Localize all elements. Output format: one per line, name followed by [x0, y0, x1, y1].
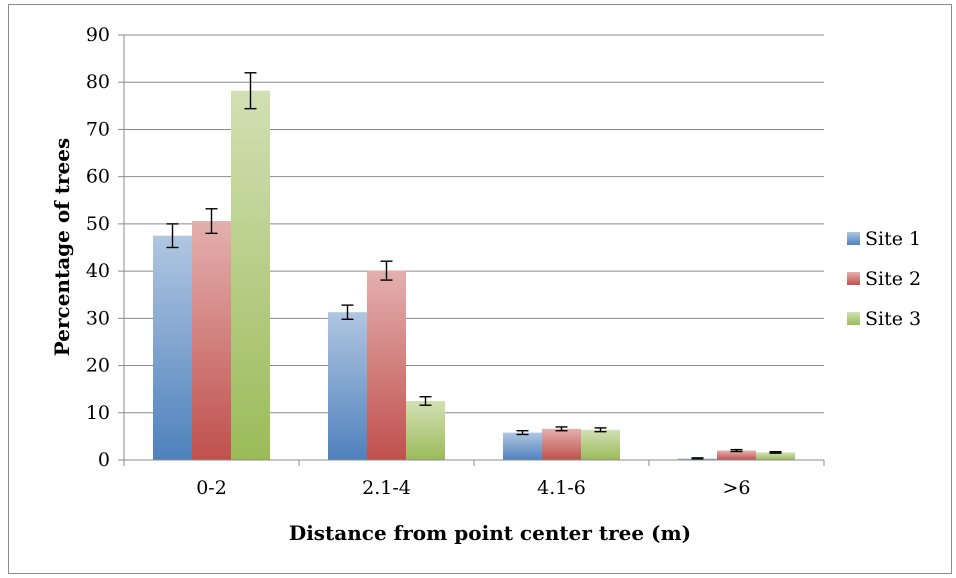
- bar-site-2-2: [542, 428, 581, 460]
- bar-site-1-0: [153, 235, 192, 460]
- y-axis-title: Percentage of trees: [50, 138, 74, 356]
- error-bar: [166, 223, 179, 249]
- y-tick-label: 70: [86, 118, 110, 140]
- bar-site-1-2: [503, 432, 542, 460]
- legend-label: Site 3: [865, 308, 921, 330]
- error-bar: [691, 457, 704, 460]
- bar-site-3-2: [581, 429, 620, 460]
- legend-swatch: [847, 272, 860, 285]
- error-bar: [769, 451, 782, 454]
- legend-label: Site 1: [865, 228, 921, 250]
- legend-item: Site 2: [847, 268, 921, 290]
- error-bar: [205, 208, 218, 235]
- y-tick-label: 0: [98, 449, 110, 471]
- x-tick-label: 2.1-4: [362, 477, 411, 499]
- legend-swatch: [847, 312, 860, 325]
- bar-site-2-3: [717, 450, 756, 460]
- error-bar: [730, 448, 743, 453]
- y-tick-label: 30: [86, 307, 110, 329]
- error-bar: [341, 304, 354, 320]
- tick-labels: 0 10 20 30 40 50 60 70 80 90 0-2 2.1-4 4.1-6 >6: [86, 24, 751, 499]
- y-tick-label: 20: [86, 355, 110, 377]
- x-tick-label: 0-2: [196, 477, 227, 499]
- y-tick-label: 80: [86, 71, 110, 93]
- error-bars: [166, 72, 782, 460]
- bar-site-2-1: [367, 270, 406, 460]
- error-bar: [419, 396, 432, 406]
- legend-item: Site 1: [847, 228, 921, 250]
- error-bar: [244, 72, 257, 110]
- bar-site-2-0: [192, 221, 231, 460]
- y-tick-label: 10: [86, 402, 110, 424]
- y-tick-label: 90: [86, 24, 110, 46]
- legend-swatch: [847, 232, 860, 245]
- error-bar: [516, 430, 529, 436]
- bars: [153, 90, 795, 460]
- y-tick-label: 50: [86, 213, 110, 235]
- x-axis-title: Distance from point center tree (m): [289, 521, 691, 545]
- error-bar: [555, 426, 568, 432]
- error-bar: [380, 260, 393, 281]
- x-tick-label: 4.1-6: [537, 477, 586, 499]
- bar-site-3-3: [756, 452, 795, 460]
- bar-site-1-1: [328, 312, 367, 460]
- bar-site-3-1: [406, 400, 445, 460]
- bar-site-3-0: [231, 90, 270, 460]
- legend: Site 1 Site 2 Site 3: [847, 228, 921, 330]
- legend-label: Site 2: [865, 268, 921, 290]
- axes: [118, 34, 825, 466]
- error-bar: [594, 427, 607, 433]
- x-tick-label: >6: [722, 477, 750, 499]
- legend-item: Site 3: [847, 308, 921, 330]
- y-tick-label: 40: [86, 260, 110, 282]
- y-tick-label: 60: [86, 166, 110, 188]
